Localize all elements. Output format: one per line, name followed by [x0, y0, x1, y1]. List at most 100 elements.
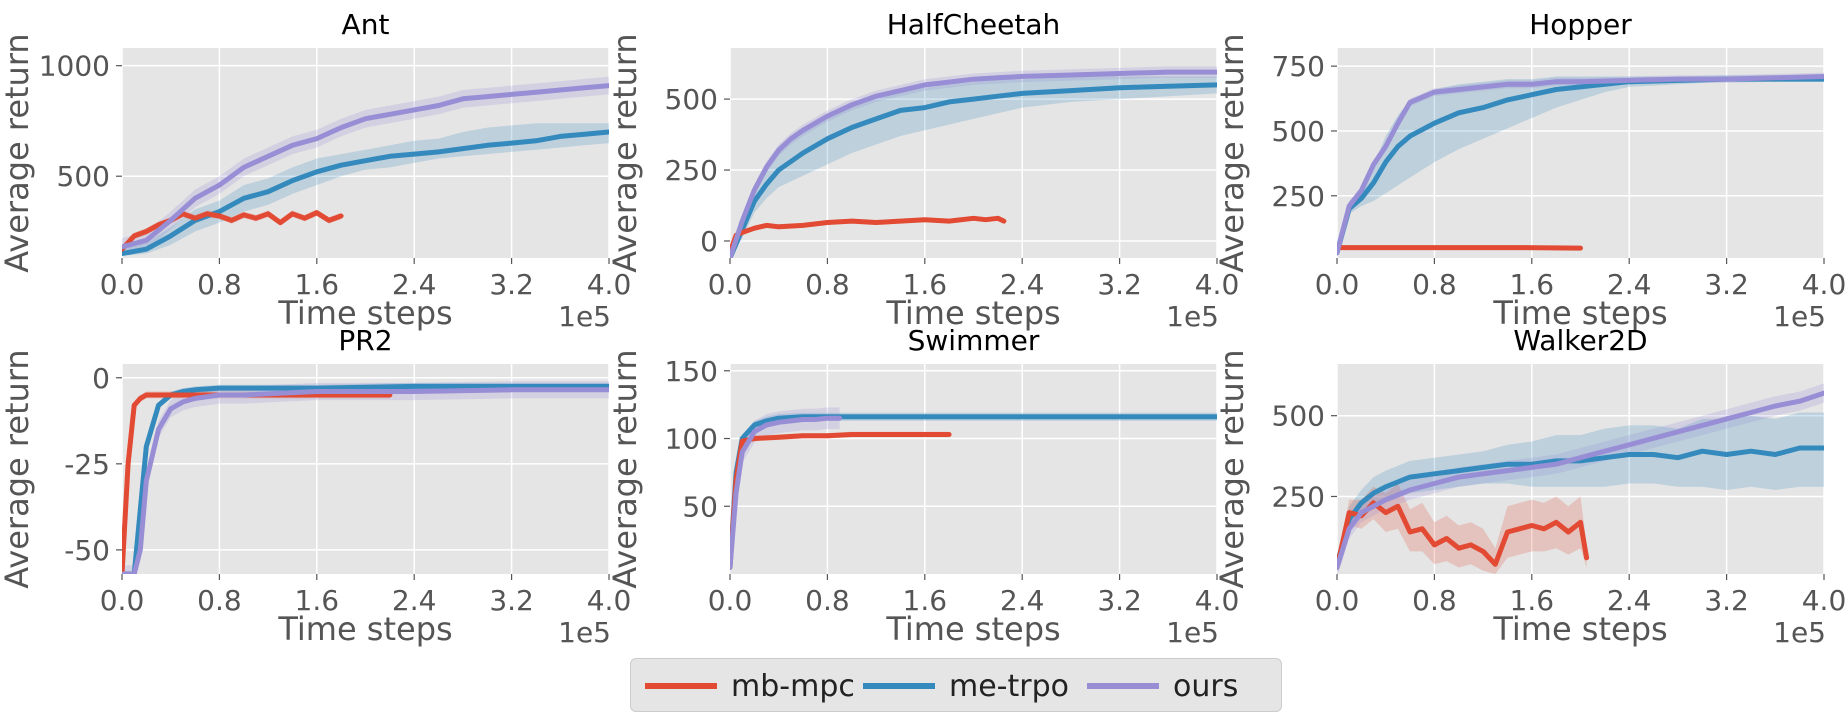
series-group [122, 381, 609, 574]
x-tick-label: 2.4 [392, 584, 437, 617]
x-tick-label: 2.4 [1000, 268, 1045, 301]
subplot-title: PR2 [338, 324, 392, 357]
line-mb-mpc [1337, 245, 1583, 251]
x-tick-label: 0.0 [100, 584, 145, 617]
x-axis-label: Time steps [277, 294, 452, 332]
series-group [122, 76, 609, 257]
legend-item-me-trpo: me-trpo [863, 659, 1069, 713]
line-mb-mpc [730, 432, 952, 570]
plot-area [122, 48, 609, 258]
x-tick-label: 4.0 [1195, 584, 1240, 617]
subplot-title: Hopper [1529, 8, 1632, 41]
y-axis-label: Average return [1213, 349, 1251, 588]
legend: mb-mpc me-trpo ours [630, 658, 1282, 712]
subplot-title: Walker2D [1513, 324, 1647, 357]
x-tick-label: 0.8 [197, 268, 242, 301]
y-tick-label: 0 [92, 362, 110, 395]
x-tick-label: 0.0 [1315, 584, 1360, 617]
y-tick-label: 1000 [39, 50, 110, 83]
x-scale-label: 1e5 [1773, 616, 1826, 649]
y-axis-label: Average return [0, 349, 36, 588]
band-me-trpo [730, 76, 1217, 258]
x-tick-label: 3.2 [1097, 268, 1142, 301]
x-tick-label: 4.0 [1802, 268, 1847, 301]
legend-label-ours: ours [1173, 668, 1239, 704]
legend-swatch-ours [1087, 683, 1159, 689]
x-tick-label: 2.4 [1607, 584, 1652, 617]
line-ours [1337, 74, 1824, 256]
subplot-walker2d: 0.0 0.8 1.6 2.4 3.2 4.0 250 500 Walker2D Time ste… [1213, 324, 1846, 649]
series-group [730, 66, 1217, 258]
x-axis-label: Time steps [885, 294, 1060, 332]
series-group [1337, 383, 1824, 574]
x-tick-label: 4.0 [1802, 584, 1847, 617]
subplot-swimmer: 0.0 0.8 1.6 2.4 3.2 4.0 50 100 150 Swimmer Time st… [606, 324, 1239, 649]
y-tick-label: 500 [57, 160, 110, 193]
series-group [1337, 72, 1824, 257]
x-scale-label: 1e5 [558, 300, 611, 333]
legend-swatch-mb-mpc [645, 683, 717, 689]
y-tick-label: 500 [1272, 115, 1325, 148]
line-me-trpo [122, 383, 609, 574]
x-tick-label: 1.6 [1510, 268, 1555, 301]
line-mb-mpc [122, 210, 344, 252]
line-ours [122, 83, 609, 250]
line-mb-mpc [730, 215, 1007, 255]
line-ours [1337, 390, 1824, 570]
x-tick-label: 4.0 [1195, 268, 1240, 301]
subplot-ant: 0.0 0.8 1.6 2.4 3.2 4.0 500 1000 Ant Time steps 1e… [0, 8, 631, 333]
legend-swatch-me-trpo [863, 683, 935, 689]
band-me-trpo [1337, 75, 1824, 256]
line-ours [730, 415, 843, 570]
subplot-halfcheetah: 0.0 0.8 1.6 2.4 3.2 4.0 0 250 500 HalfCheetah Time… [606, 8, 1239, 333]
band-ours [1337, 383, 1824, 574]
band-ours [122, 381, 609, 574]
x-tick-label: 3.2 [1097, 584, 1142, 617]
x-tick-label: 0.0 [708, 268, 753, 301]
line-ours [730, 69, 1217, 258]
x-tick-label: 2.4 [1607, 268, 1652, 301]
plot-area [1337, 364, 1824, 574]
x-tick-label: 0.0 [1315, 268, 1360, 301]
x-tick-label: 2.4 [1000, 584, 1045, 617]
x-scale-label: 1e5 [1166, 616, 1219, 649]
x-tick-label: 1.6 [903, 268, 948, 301]
x-tick-label: 0.0 [100, 268, 145, 301]
y-tick-label: 500 [665, 83, 718, 116]
x-tick-label: 1.6 [1510, 584, 1555, 617]
y-tick-label: -25 [64, 448, 110, 481]
x-tick-label: 4.0 [587, 268, 632, 301]
line-me-trpo [730, 82, 1217, 258]
x-scale-label: 1e5 [1166, 300, 1219, 333]
x-tick-label: 3.2 [489, 584, 534, 617]
y-tick-label: 250 [1272, 180, 1325, 213]
y-axis-label: Average return [606, 33, 644, 272]
series-group [730, 407, 1217, 574]
x-scale-label: 1e5 [558, 616, 611, 649]
subplot-title: HalfCheetah [887, 8, 1060, 41]
y-axis-label: Average return [1213, 33, 1251, 272]
y-tick-label: 150 [665, 355, 718, 388]
x-scale-label: 1e5 [1773, 300, 1826, 333]
x-tick-label: 0.8 [805, 584, 850, 617]
legend-item-ours: ours [1087, 659, 1238, 713]
x-axis-label: Time steps [1492, 294, 1667, 332]
y-axis-label: Average return [606, 349, 644, 588]
x-axis-label: Time steps [1492, 610, 1667, 648]
x-axis-label: Time steps [885, 610, 1060, 648]
y-tick-label: 50 [682, 490, 718, 523]
x-axis-label: Time steps [277, 610, 452, 648]
x-tick-label: 1.6 [295, 584, 340, 617]
x-tick-label: 0.8 [197, 584, 242, 617]
y-axis-label: Average return [0, 33, 36, 272]
y-tick-label: 500 [1272, 400, 1325, 433]
y-tick-label: 750 [1272, 50, 1325, 83]
x-tick-label: 0.8 [1412, 268, 1457, 301]
band-ours [730, 407, 840, 574]
plot-area [730, 364, 1217, 574]
x-tick-label: 0.8 [805, 268, 850, 301]
x-tick-label: 3.2 [1704, 584, 1749, 617]
band-ours [122, 76, 609, 256]
subplot-pr2: 0.0 0.8 1.6 2.4 3.2 4.0 -50 -25 0 PR2 Time steps 1e… [0, 324, 631, 649]
line-ours [122, 387, 609, 574]
